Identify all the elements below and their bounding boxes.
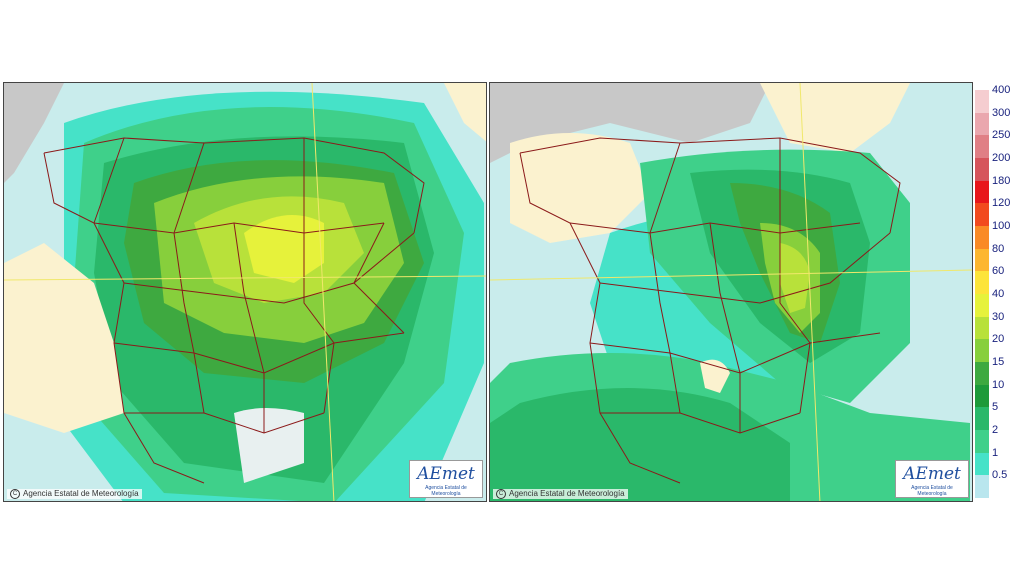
- aemet-logo: AEmet Agencia Estatal de Meteorología: [409, 460, 483, 498]
- precipitation-legend: 400 300 250 200 180 120 100 80 60 40 30 20 15 10 5 2 1 0.…: [975, 84, 1021, 501]
- legend-level: 300: [975, 107, 1021, 139]
- legend-label: 60: [992, 265, 1005, 278]
- legend-level: 400: [975, 84, 1021, 116]
- legend-swatch: [975, 384, 989, 408]
- aemet-logo: AEmet Agencia Estatal de Meteorología: [895, 460, 969, 498]
- legend-label: 2: [992, 424, 999, 436]
- legend-label: 1: [992, 446, 999, 459]
- legend-level: 120: [975, 197, 1021, 229]
- legend-label: 10: [992, 378, 1005, 391]
- legend-swatch: [975, 90, 989, 113]
- legend-level: 20: [975, 333, 1021, 365]
- legend-label: 180: [992, 174, 1011, 187]
- legend-swatch: [975, 203, 989, 226]
- legend-level: 80: [975, 243, 1021, 275]
- legend-level: 2: [975, 424, 1021, 456]
- copyright-icon: C: [10, 489, 20, 499]
- legend-swatch: [975, 339, 989, 362]
- legend-swatch: [975, 316, 989, 340]
- legend-swatch: [975, 294, 989, 317]
- legend-level: 1: [975, 447, 1021, 479]
- logo-wordmark: AEmet: [417, 464, 475, 484]
- legend-label: 400: [992, 84, 1011, 96]
- legend-label: 0.5: [992, 469, 1008, 482]
- logo-subtitle: Agencia Estatal de Meteorología: [425, 485, 467, 497]
- legend-level: 40: [975, 288, 1021, 320]
- legend-swatch: [975, 226, 989, 249]
- legend-level: 10: [975, 379, 1021, 411]
- legend-level: 30: [975, 311, 1021, 343]
- legend-label: 200: [992, 152, 1011, 164]
- legend-swatch: [975, 475, 989, 498]
- copyright-icon: C: [496, 489, 506, 499]
- legend-level: 15: [975, 356, 1021, 388]
- legend-label: 100: [992, 220, 1011, 232]
- legend-label: 20: [992, 333, 1005, 346]
- legend-label: 40: [992, 288, 1005, 300]
- map-left-graphic: [4, 83, 486, 501]
- legend-label: 80: [992, 242, 1005, 255]
- legend-label: 250: [992, 129, 1011, 142]
- legend-level: 100: [975, 220, 1021, 252]
- legend-swatch: [975, 135, 989, 158]
- map-right-graphic: [490, 83, 972, 501]
- legend-level: 250: [975, 129, 1021, 161]
- legend-swatch: [975, 248, 989, 272]
- logo-subtitle: Agencia Estatal de Meteorología: [911, 485, 953, 497]
- legend-label: 5: [992, 401, 999, 414]
- legend-swatch: [975, 112, 989, 136]
- legend-label: 15: [992, 356, 1005, 368]
- legend-swatch: [975, 271, 989, 294]
- legend-level: 5: [975, 401, 1021, 433]
- legend-swatch: [975, 362, 989, 385]
- copyright-notice: C Agencia Estatal de Meteorología: [7, 489, 142, 499]
- legend-label: 120: [992, 197, 1011, 210]
- legend-level: 180: [975, 175, 1021, 207]
- legend-level: 0.5: [975, 469, 1021, 501]
- legend-swatch: [975, 180, 989, 204]
- legend-swatch: [975, 452, 989, 476]
- legend-level: 200: [975, 152, 1021, 184]
- precipitation-map-left: C Agencia Estatal de Meteorología AEmet A…: [3, 82, 487, 502]
- legend-swatch: [975, 407, 989, 430]
- legend-swatch: [975, 430, 989, 453]
- legend-level: 60: [975, 265, 1021, 297]
- logo-wordmark: AEmet: [903, 464, 961, 484]
- copyright-notice: C Agencia Estatal de Meteorología: [493, 489, 628, 499]
- legend-swatch: [975, 158, 989, 181]
- legend-label: 30: [992, 310, 1005, 323]
- legend-label: 300: [992, 106, 1011, 119]
- precipitation-map-right: C Agencia Estatal de Meteorología AEmet A…: [489, 82, 973, 502]
